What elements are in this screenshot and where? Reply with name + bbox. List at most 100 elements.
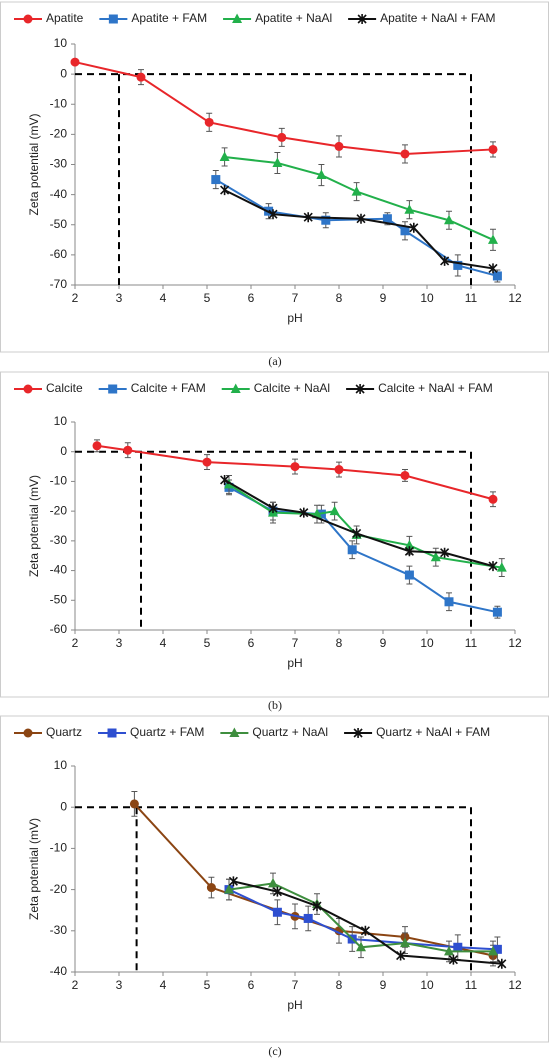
legend-label: Calcite	[46, 381, 83, 395]
marker	[329, 505, 340, 516]
x-tick-label: 12	[508, 291, 522, 305]
y-tick-label: -20	[50, 882, 68, 896]
legend-marker	[232, 13, 243, 23]
x-tick-label: 4	[160, 291, 167, 305]
series-line	[133, 803, 494, 957]
marker	[488, 494, 498, 504]
x-tick-label: 6	[248, 978, 255, 992]
marker	[404, 570, 414, 580]
y-tick-label: -60	[50, 247, 68, 261]
legend-label: Calcite + NaAl	[254, 381, 330, 395]
marker	[312, 901, 322, 912]
y-tick-label: 0	[60, 799, 67, 813]
x-tick-label: 11	[465, 291, 478, 305]
x-tick-label: 2	[72, 291, 79, 305]
marker	[409, 222, 419, 233]
marker	[488, 945, 498, 956]
x-tick-label: 4	[160, 978, 167, 992]
legend-label: Quartz + FAM	[130, 725, 204, 739]
marker	[129, 799, 139, 809]
y-tick-label: -70	[50, 277, 68, 291]
legend-label: Quartz + NaAl + FAM	[376, 725, 490, 739]
y-tick-label: -60	[50, 622, 68, 636]
y-tick-label: -30	[50, 533, 68, 547]
marker	[356, 941, 366, 952]
marker	[312, 508, 322, 519]
marker	[206, 883, 216, 893]
x-tick-label: 8	[336, 291, 343, 305]
y-axis-label: Zeta potential (mV)	[27, 818, 41, 920]
marker	[268, 209, 278, 220]
legend-marker	[357, 14, 367, 24]
marker	[444, 945, 454, 956]
marker	[453, 942, 463, 952]
marker	[272, 886, 282, 897]
marker	[430, 551, 441, 562]
marker	[497, 958, 507, 969]
marker	[382, 214, 392, 224]
y-tick-label: 0	[60, 66, 67, 80]
marker	[272, 157, 283, 167]
marker	[488, 234, 498, 244]
legend-marker	[355, 384, 365, 394]
marker	[396, 950, 406, 961]
marker	[334, 465, 344, 475]
legend-label: Apatite + FAM	[131, 11, 207, 25]
series	[220, 185, 498, 274]
marker	[488, 144, 498, 154]
x-tick-label: 5	[204, 291, 211, 305]
x-tick-label: 12	[508, 636, 522, 650]
marker	[202, 457, 212, 467]
panel-caption: (c)	[268, 1044, 281, 1058]
marker	[347, 545, 357, 555]
panel-caption: (b)	[268, 698, 282, 712]
marker	[488, 561, 498, 572]
x-tick-label: 2	[72, 636, 79, 650]
legend-marker	[108, 14, 118, 24]
marker	[356, 213, 366, 224]
x-tick-label: 8	[336, 636, 343, 650]
marker	[492, 607, 502, 617]
y-tick-label: -50	[50, 592, 68, 606]
y-tick-label: -10	[50, 96, 68, 110]
marker	[70, 57, 80, 67]
y-axis-label: Zeta potential (mV)	[27, 475, 41, 577]
marker	[492, 271, 502, 281]
x-tick-label: 5	[204, 636, 211, 650]
legend-label: Calcite + FAM	[131, 381, 206, 395]
x-axis-label: pH	[287, 998, 302, 1012]
legend-label: Apatite + NaAl + FAM	[380, 11, 495, 25]
y-tick-label: -10	[50, 841, 68, 855]
x-tick-label: 2	[72, 978, 79, 992]
x-tick-label: 3	[116, 978, 123, 992]
x-tick-label: 9	[380, 291, 387, 305]
marker	[303, 212, 313, 223]
x-tick-label: 9	[380, 978, 387, 992]
marker	[277, 132, 287, 142]
legend-label: Quartz	[46, 725, 82, 739]
legend-label: Quartz + NaAl	[252, 725, 328, 739]
legend-marker	[23, 14, 33, 24]
legend-marker	[108, 384, 118, 394]
x-tick-label: 5	[204, 978, 211, 992]
marker	[268, 503, 278, 514]
y-tick-label: -50	[50, 217, 68, 231]
marker	[352, 528, 362, 539]
marker	[488, 263, 498, 274]
marker	[440, 255, 450, 266]
x-tick-label: 8	[336, 978, 343, 992]
series	[224, 479, 502, 619]
marker	[303, 913, 313, 923]
x-tick-label: 9	[380, 636, 387, 650]
series	[92, 439, 498, 508]
marker	[351, 186, 362, 196]
x-tick-label: 12	[508, 978, 522, 992]
y-tick-label: -10	[50, 474, 68, 488]
series	[220, 474, 498, 572]
marker	[400, 149, 410, 159]
legend-label: Apatite	[46, 11, 84, 25]
marker	[92, 441, 102, 451]
marker	[404, 204, 415, 214]
series-line	[224, 155, 494, 241]
